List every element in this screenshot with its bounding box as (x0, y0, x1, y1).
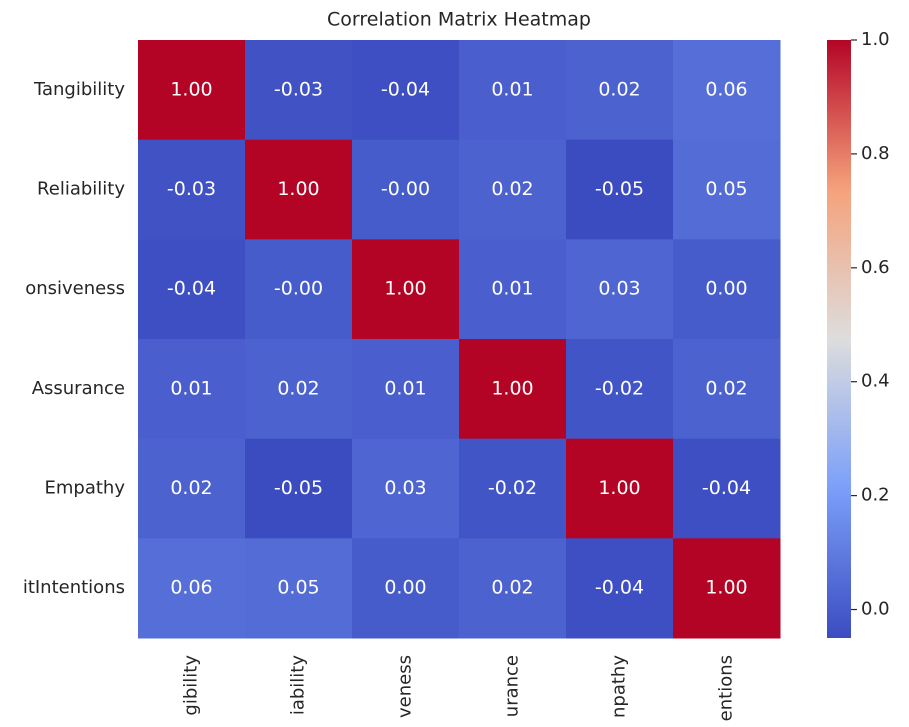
x-tick-label: npathy (609, 655, 630, 718)
y-tick-label: Tangibility (33, 79, 125, 100)
heatmap-cell (459, 239, 567, 340)
heatmap-cell (566, 239, 674, 340)
heatmap-cell (566, 40, 674, 141)
cell-label: 0.03 (384, 477, 426, 499)
cell-label: -0.04 (167, 278, 216, 300)
heatmap-cell (245, 339, 353, 440)
heatmap-cell (352, 538, 460, 639)
cell-label: -0.04 (702, 477, 751, 499)
x-tick-label: entions (716, 655, 737, 721)
cell-label: 0.00 (705, 278, 747, 300)
heatmap-cell (352, 40, 460, 141)
colorbar-tick-label: 0.6 (861, 257, 890, 278)
heatmap-cell (459, 139, 567, 240)
colorbar-tick-label: 0.0 (861, 599, 890, 620)
cell-label: 0.02 (598, 78, 640, 100)
heatmap-cell (459, 538, 567, 639)
heatmap-cell (138, 438, 246, 539)
heatmap-cell (245, 538, 353, 639)
cell-label: 0.06 (705, 78, 747, 100)
cell-label: 0.02 (277, 377, 319, 399)
cell-label: 1.00 (491, 377, 533, 399)
colorbar-tick-label: 0.8 (861, 143, 890, 164)
cell-label: -0.00 (381, 178, 430, 200)
cell-label: 0.02 (491, 577, 533, 599)
cell-label: 0.03 (598, 278, 640, 300)
heatmap-cell (352, 438, 460, 539)
heatmap-cell (352, 239, 460, 340)
heatmap-cell (673, 139, 781, 240)
cell-label: -0.02 (488, 477, 537, 499)
heatmap-cell (673, 239, 781, 340)
x-tick-label: iability (288, 655, 309, 716)
heatmap-cell (673, 438, 781, 539)
cell-label: -0.00 (274, 278, 323, 300)
x-tick-label: gibility (181, 655, 202, 716)
cell-label: -0.05 (595, 178, 644, 200)
chart-title: Correlation Matrix Heatmap (327, 9, 591, 31)
heatmap-cell (352, 339, 460, 440)
colorbar-tick-label: 1.0 (861, 29, 890, 50)
heatmap-cell (566, 339, 674, 440)
cell-label: -0.02 (595, 377, 644, 399)
heatmap-cell (138, 339, 246, 440)
x-tick-label: urance (502, 655, 523, 717)
cell-label: 0.02 (705, 377, 747, 399)
heatmap-cell (245, 40, 353, 141)
cell-label: 0.05 (277, 577, 319, 599)
cell-label: 0.02 (491, 178, 533, 200)
y-tick-label: Reliability (37, 179, 125, 200)
heatmap-cell (138, 40, 246, 141)
heatmap-cell (459, 438, 567, 539)
y-tick-label: itIntentions (23, 577, 125, 598)
heatmap-cell (459, 40, 567, 141)
cell-label: 0.02 (170, 477, 212, 499)
y-tick-label: onsiveness (25, 278, 125, 299)
heatmap-cell (245, 239, 353, 340)
cell-label: 0.01 (384, 377, 426, 399)
cell-label: -0.04 (381, 78, 430, 100)
heatmap-cell (245, 438, 353, 539)
cell-label: 0.01 (170, 377, 212, 399)
heatmap-cell (459, 339, 567, 440)
heatmap-cell (566, 139, 674, 240)
cell-label: 0.06 (170, 577, 212, 599)
heatmap-cell (673, 339, 781, 440)
heatmap-cell (138, 538, 246, 639)
cell-label: 1.00 (170, 78, 212, 100)
cell-label: 0.05 (705, 178, 747, 200)
x-tick-label: veness (395, 655, 416, 718)
y-tick-label: Empathy (45, 478, 126, 499)
cell-label: -0.03 (167, 178, 216, 200)
cell-label: -0.04 (595, 577, 644, 599)
heatmap-cell (673, 40, 781, 141)
colorbar (827, 40, 851, 638)
cell-label: 0.01 (491, 78, 533, 100)
heatmap-cell (673, 538, 781, 639)
heatmap-cell (566, 538, 674, 639)
cell-label: 1.00 (705, 577, 747, 599)
heatmap-cell (138, 239, 246, 340)
heatmap-cell (566, 438, 674, 539)
heatmap-cell (352, 139, 460, 240)
heatmap-cell (245, 139, 353, 240)
cell-label: -0.05 (274, 477, 323, 499)
colorbar-tick-label: 0.4 (861, 371, 890, 392)
cell-label: 0.01 (491, 278, 533, 300)
cell-label: 0.00 (384, 577, 426, 599)
colorbar-tick-label: 0.2 (861, 485, 890, 506)
cell-label: 1.00 (384, 278, 426, 300)
heatmap-cell (138, 139, 246, 240)
cell-label: 1.00 (598, 477, 640, 499)
y-tick-label: Assurance (32, 378, 125, 399)
cell-label: -0.03 (274, 78, 323, 100)
cell-label: 1.00 (277, 178, 319, 200)
